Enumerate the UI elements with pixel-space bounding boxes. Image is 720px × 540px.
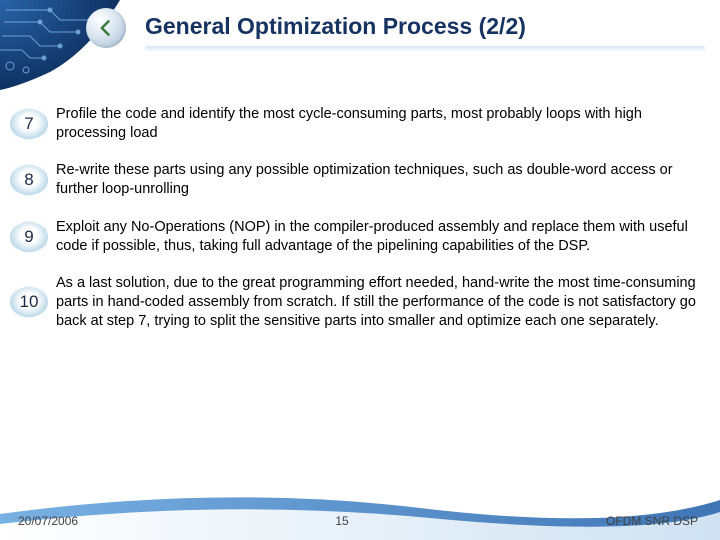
chevron-left-icon (96, 18, 116, 38)
list-item: 7 Profile the code and identify the most… (10, 105, 706, 143)
step-text: As a last solution, due to the great pro… (56, 274, 706, 331)
page-title: General Optimization Process (2/2) (145, 13, 526, 40)
step-text: Re-write these parts using any possible … (56, 161, 706, 199)
step-number-badge: 7 (10, 109, 48, 139)
list-item: 9 Exploit any No-Operations (NOP) in the… (10, 218, 706, 256)
list-item: 10 As a last solution, due to the great … (10, 274, 706, 331)
title-underline (145, 46, 705, 52)
step-text: Exploit any No-Operations (NOP) in the c… (56, 218, 706, 256)
step-number-badge: 8 (10, 165, 48, 195)
step-number-badge: 10 (10, 287, 48, 317)
footer-page: 15 (335, 514, 348, 528)
step-text: Profile the code and identify the most c… (56, 105, 706, 143)
steps-list: 7 Profile the code and identify the most… (10, 105, 706, 349)
footer-date: 20/07/2006 (18, 514, 78, 528)
back-button[interactable] (86, 8, 126, 48)
slide-footer: 20/07/2006 15 OFDM SNR DSP (0, 514, 720, 528)
list-item: 8 Re-write these parts using any possibl… (10, 161, 706, 199)
footer-label: OFDM SNR DSP (606, 514, 698, 528)
step-number-badge: 9 (10, 222, 48, 252)
